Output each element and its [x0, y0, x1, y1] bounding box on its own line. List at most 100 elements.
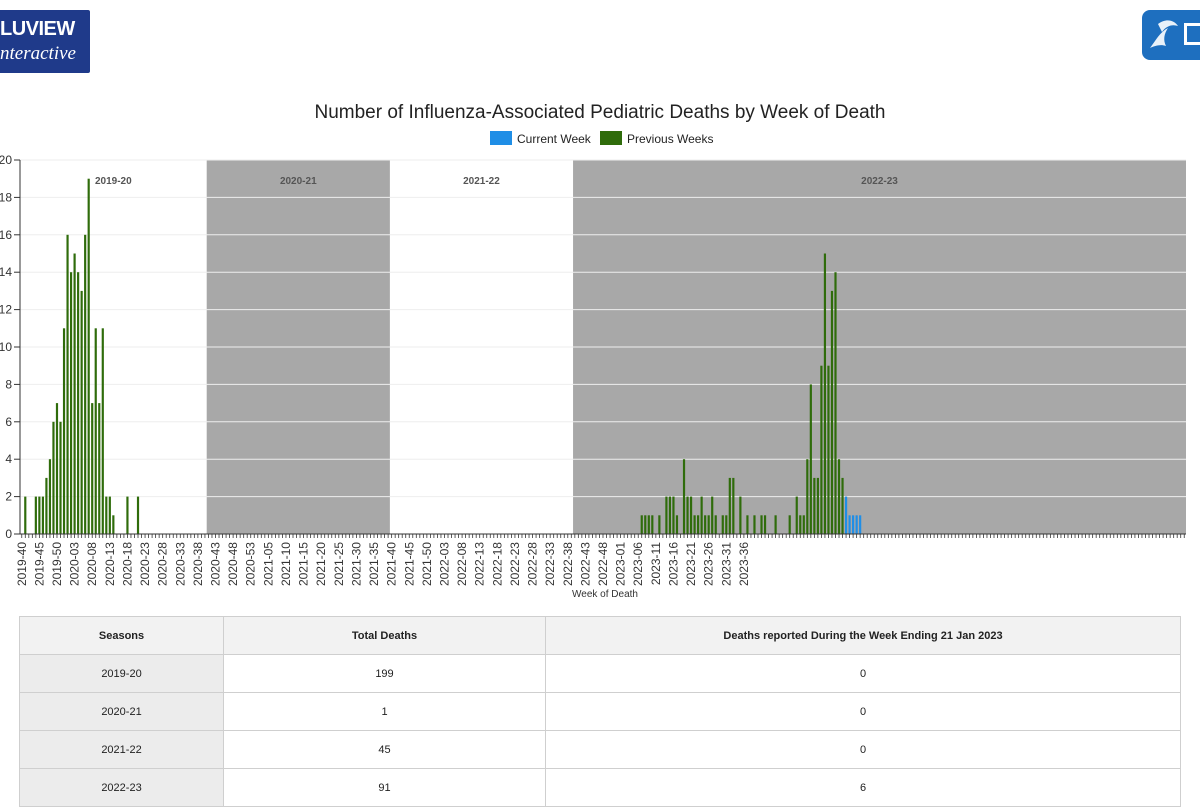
total-deaths-cell: 45: [223, 730, 546, 769]
x-tick-label: 2020-53: [244, 542, 258, 586]
x-tick-label: 2021-35: [367, 542, 381, 586]
hhs-eagle-icon: [1142, 10, 1200, 60]
bar-previous-weeks: [686, 496, 689, 534]
bar-previous-weeks: [704, 515, 707, 534]
bar-previous-weeks: [126, 496, 129, 534]
bar-current-week: [844, 496, 848, 534]
x-tick-label: 2022-13: [473, 542, 487, 586]
x-tick-label: 2023-31: [719, 542, 733, 586]
bar-previous-weeks: [711, 496, 714, 534]
bar-previous-weeks: [774, 515, 777, 534]
x-tick-label: 2022-18: [490, 542, 504, 586]
x-tick-label: 2021-05: [261, 542, 275, 586]
season-label: 2020-21: [280, 176, 317, 187]
x-tick-label: 2020-03: [68, 542, 82, 586]
total-deaths-cell: 91: [223, 768, 546, 807]
x-tick-label: 2022-48: [596, 542, 610, 586]
x-tick-label: 2020-13: [103, 542, 117, 586]
x-tick-label: 2020-48: [226, 542, 240, 586]
table-header-row: Seasons Total Deaths Deaths reported Dur…: [19, 616, 1181, 655]
bar-previous-weeks: [725, 515, 728, 534]
x-tick-label: 2021-50: [420, 542, 434, 586]
bar-previous-weeks: [94, 328, 97, 534]
x-tick-label: 2023-01: [614, 542, 628, 586]
chart-legend: Current Week Previous Weeks: [490, 131, 713, 146]
bar-previous-weeks: [746, 515, 749, 534]
legend-label-current: Current Week: [517, 132, 592, 146]
x-tick-label: 2023-21: [684, 542, 698, 586]
plot-area: 2019-20 2020-21 2021-22 2022-23 0 2 4 6 8 10 12 14 1…: [0, 153, 1186, 586]
bar-previous-weeks: [834, 272, 837, 534]
x-axis-title: Week of Death: [572, 589, 638, 600]
x-tick-label: 2020-43: [209, 542, 223, 586]
bar-previous-weeks: [802, 515, 805, 534]
y-tick-label: 6: [5, 415, 12, 429]
bar-previous-weeks: [24, 496, 27, 534]
y-tick-label: 10: [0, 340, 12, 354]
x-tick-label: 2021-25: [332, 542, 346, 586]
y-tick-label: 12: [0, 303, 12, 317]
x-tick-label: 2022-38: [561, 542, 575, 586]
bar-previous-weeks: [714, 515, 717, 534]
bar-previous-weeks: [52, 421, 55, 534]
bar-previous-weeks: [73, 253, 76, 534]
bar-previous-weeks: [707, 515, 710, 534]
x-tick-label: 2021-15: [297, 542, 311, 586]
table-row: 2020-21 1 0: [19, 692, 1181, 731]
table-row: 2021-22 45 0: [19, 730, 1181, 769]
x-tick-label: 2021-10: [279, 542, 293, 586]
season-label: 2021-22: [463, 176, 500, 187]
x-tick-label: 2021-30: [349, 542, 363, 586]
season-label: 2022-23: [861, 176, 898, 187]
x-tick-label: 2019-45: [32, 542, 46, 586]
table-row: 2022-23 91 6: [19, 768, 1181, 807]
bar-previous-weeks: [721, 515, 724, 534]
x-tick-label: 2022-23: [508, 542, 522, 586]
bar-previous-weeks: [788, 515, 791, 534]
bar-previous-weeks: [651, 515, 654, 534]
x-tick-label: 2023-26: [702, 542, 716, 586]
bar-previous-weeks: [816, 477, 819, 534]
x-tick-label: 2020-18: [120, 542, 134, 586]
y-tick-label: 18: [0, 190, 12, 204]
bar-previous-weeks: [105, 496, 108, 534]
x-tick-label: 2020-28: [156, 542, 170, 586]
season-cell: 2021-22: [19, 730, 224, 769]
bar-current-week: [855, 515, 858, 534]
bar-previous-weeks: [66, 234, 69, 535]
col-header-weekly-deaths: Deaths reported During the Week Ending 2…: [545, 616, 1181, 655]
x-tick-label: 2021-40: [385, 542, 399, 586]
bar-previous-weeks: [112, 515, 115, 534]
bar-current-week: [848, 515, 851, 534]
bar-current-week: [852, 515, 855, 534]
bar-previous-weeks: [55, 403, 59, 534]
bar-previous-weeks: [665, 496, 668, 534]
bar-previous-weeks: [38, 496, 41, 534]
bar-previous-weeks: [62, 328, 66, 534]
x-tick-label: 2022-33: [543, 542, 557, 586]
y-tick-label: 14: [0, 265, 12, 279]
bar-previous-weeks: [732, 477, 735, 534]
season-cell: 2019-20: [19, 654, 224, 693]
weekly-deaths-cell: 6: [545, 768, 1181, 807]
x-tick-label: 2022-43: [578, 542, 592, 586]
x-tick-label: 2020-23: [138, 542, 152, 586]
bar-previous-weeks: [830, 290, 834, 534]
bar-previous-weeks: [101, 328, 104, 534]
x-tick-label: 2023-06: [631, 542, 645, 586]
x-tick-label: 2022-28: [526, 542, 540, 586]
x-tick-label: 2023-16: [666, 542, 680, 586]
logo-line-2: nteractive: [0, 43, 76, 64]
x-tick-label: 2023-11: [649, 542, 663, 585]
bar-previous-weeks: [45, 477, 48, 534]
bar-previous-weeks: [813, 477, 816, 534]
bar-previous-weeks: [697, 515, 700, 534]
bar-previous-weeks: [91, 403, 94, 534]
weekly-deaths-cell: 0: [545, 654, 1181, 693]
x-tick-label: 2020-33: [173, 542, 187, 586]
bar-previous-weeks: [795, 496, 798, 534]
bar-previous-weeks: [59, 421, 62, 534]
x-tick-label: 2020-38: [191, 542, 205, 586]
bar-previous-weeks: [799, 515, 802, 534]
legend-swatch-previous: [600, 131, 622, 145]
